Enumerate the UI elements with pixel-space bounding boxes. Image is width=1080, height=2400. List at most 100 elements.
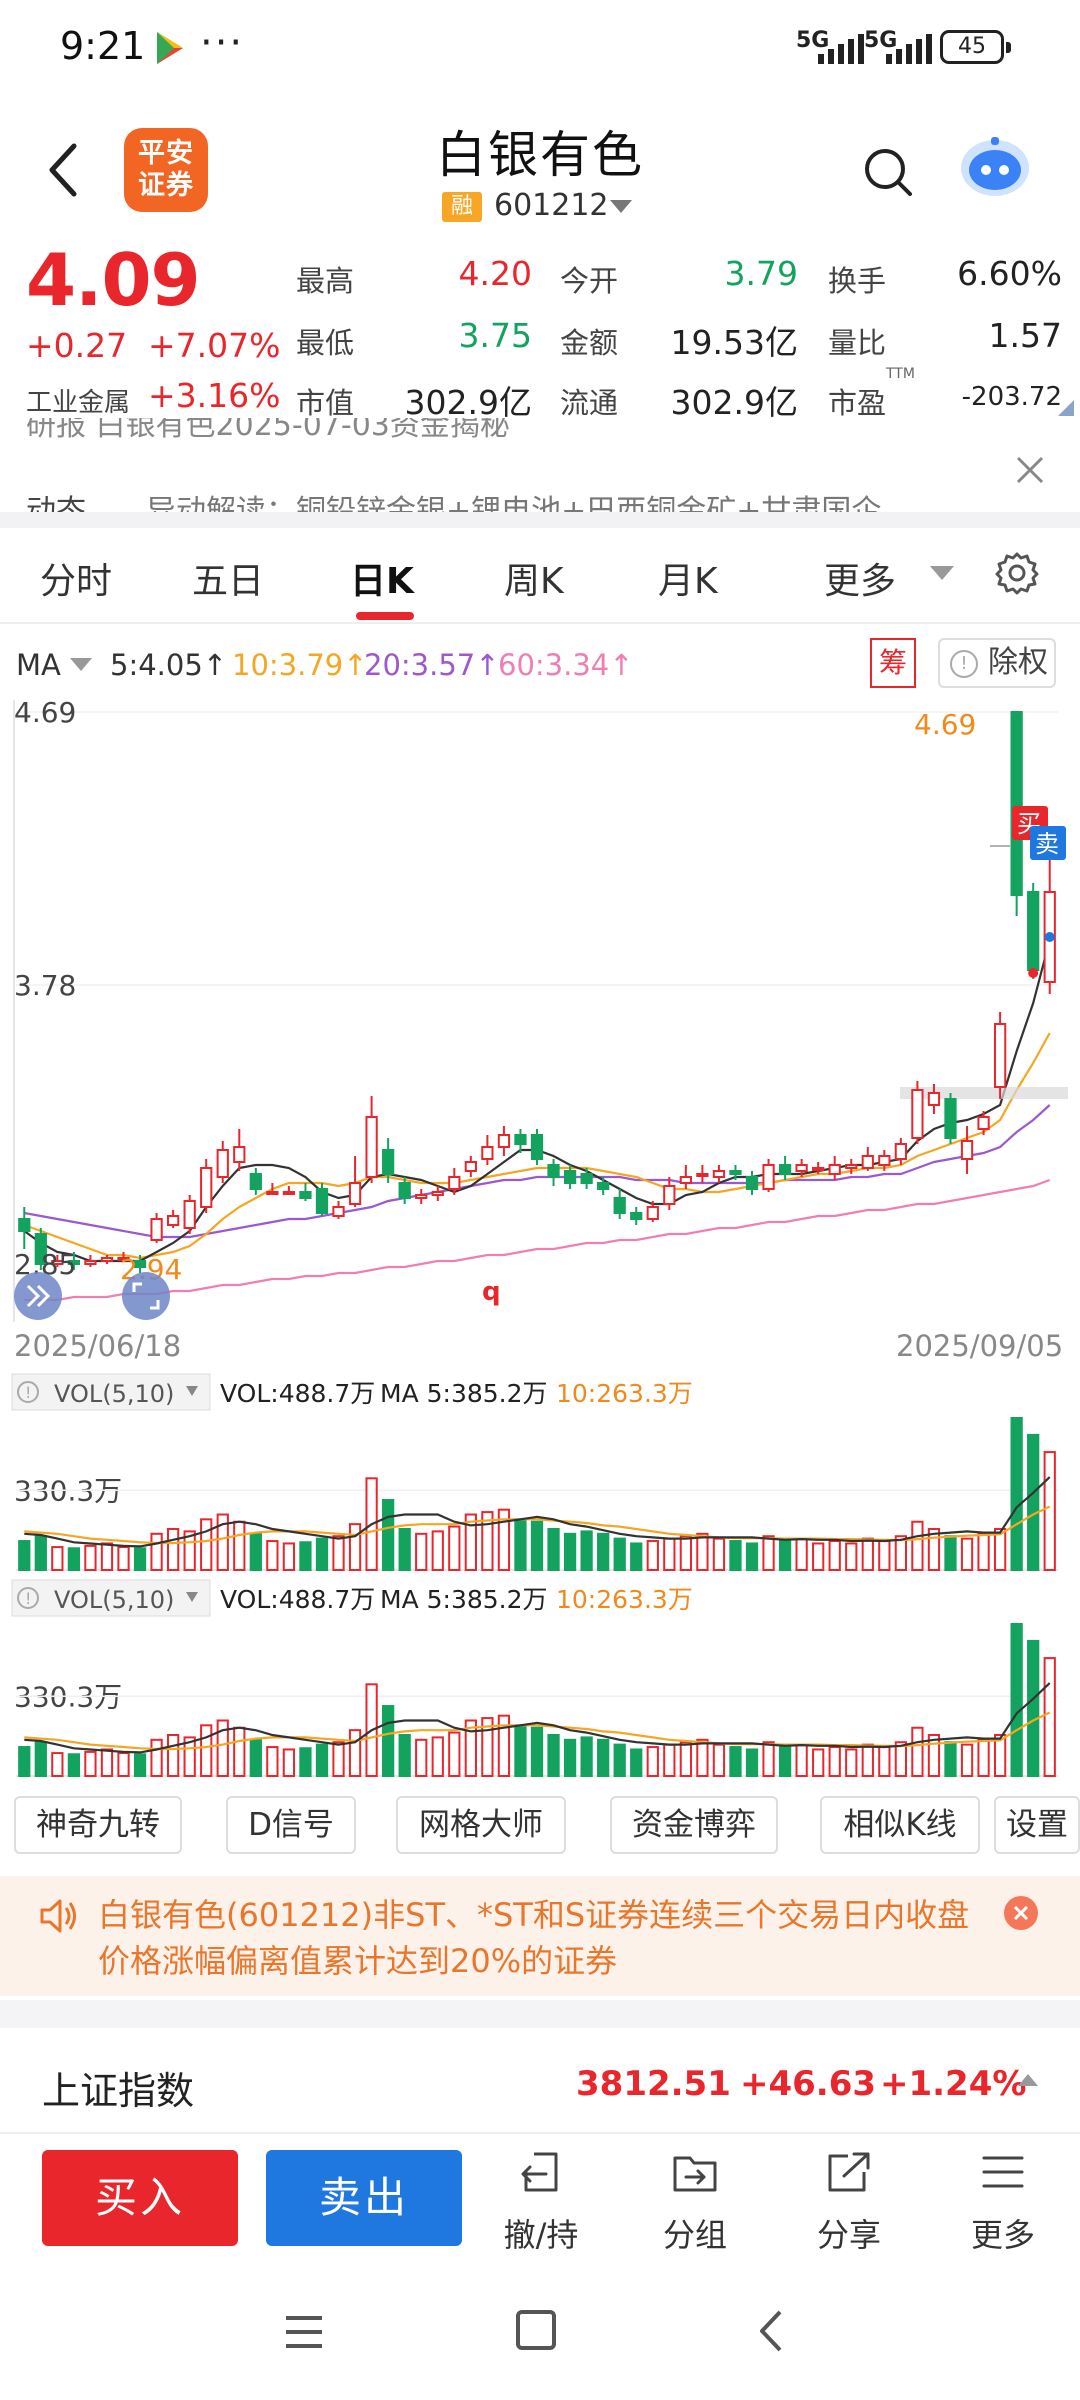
candle[interactable]: [828, 1164, 841, 1175]
candle[interactable]: [960, 1140, 974, 1160]
recent-apps-icon[interactable]: [282, 2312, 326, 2352]
candle[interactable]: [249, 1173, 262, 1190]
candle[interactable]: [299, 1191, 312, 1199]
candle[interactable]: [1027, 891, 1040, 971]
sell-button[interactable]: 卖出: [266, 2150, 462, 2246]
indicator-magic-nine[interactable]: 神奇九转: [14, 1796, 182, 1854]
candle[interactable]: [266, 1191, 279, 1195]
candle[interactable]: [150, 1218, 163, 1241]
expand-corner-icon[interactable]: [1058, 400, 1074, 416]
search-icon[interactable]: [862, 146, 914, 198]
candle[interactable]: [894, 1143, 908, 1160]
candle[interactable]: [696, 1173, 709, 1177]
candle[interactable]: [481, 1146, 494, 1160]
close-icon[interactable]: [1012, 452, 1048, 488]
ai-assistant-icon[interactable]: [958, 134, 1032, 200]
indicator-grid-master[interactable]: 网格大师: [396, 1796, 566, 1854]
index-name[interactable]: 上证指数: [42, 2069, 195, 2113]
candle[interactable]: [630, 1212, 643, 1220]
candle[interactable]: [348, 1182, 362, 1205]
candle[interactable]: [18, 1218, 31, 1232]
indicator-similar-k[interactable]: 相似K线: [820, 1796, 980, 1854]
chevron-down-icon[interactable]: [610, 200, 632, 213]
candle[interactable]: [580, 1173, 593, 1184]
chip-distribution-button[interactable]: 筹: [870, 638, 916, 688]
candle[interactable]: [530, 1134, 544, 1160]
vol-indicator-selector[interactable]: [11, 1373, 211, 1411]
candle[interactable]: [663, 1185, 676, 1205]
tab-five-day[interactable]: 五日: [192, 561, 265, 602]
candle[interactable]: [200, 1167, 213, 1208]
candle[interactable]: [563, 1170, 577, 1184]
candle[interactable]: [729, 1170, 742, 1175]
candle[interactable]: [927, 1092, 941, 1106]
candle[interactable]: [977, 1116, 990, 1130]
fullscreen-button[interactable]: [122, 1272, 170, 1320]
indicator-d-signal[interactable]: D信号: [226, 1796, 356, 1854]
candle[interactable]: [382, 1149, 395, 1175]
candle[interactable]: [464, 1161, 477, 1172]
back-icon[interactable]: [40, 140, 90, 200]
back-nav-icon[interactable]: [752, 2308, 792, 2354]
candle[interactable]: [398, 1182, 411, 1199]
candle[interactable]: [365, 1116, 378, 1178]
candle[interactable]: [911, 1089, 924, 1139]
tab-daily-k[interactable]: 日K: [350, 561, 414, 602]
share-button[interactable]: 分享: [794, 2150, 904, 2256]
candle[interactable]: [431, 1191, 444, 1196]
candle[interactable]: [993, 1023, 1007, 1088]
group-button[interactable]: 分组: [640, 2150, 750, 2256]
candle[interactable]: [812, 1167, 825, 1171]
industry-label[interactable]: 工业金属: [26, 388, 131, 418]
home-icon[interactable]: [516, 2310, 556, 2350]
chevron-down-icon[interactable]: [186, 1386, 198, 1396]
ex-rights-button[interactable]: ! 除权: [938, 638, 1056, 688]
candle[interactable]: [216, 1149, 229, 1178]
news-line-research[interactable]: 研报 白银有色2025-07-03资金揭秘: [26, 418, 1026, 442]
candle[interactable]: [183, 1200, 196, 1229]
candle[interactable]: [84, 1260, 97, 1265]
candle[interactable]: [861, 1155, 874, 1169]
candle[interactable]: [762, 1164, 775, 1190]
chevron-down-icon[interactable]: [930, 566, 954, 580]
candle[interactable]: [448, 1176, 461, 1190]
candle[interactable]: [845, 1164, 858, 1169]
candle[interactable]: [34, 1233, 47, 1265]
vol-indicator-selector[interactable]: [11, 1579, 211, 1617]
candle[interactable]: [133, 1260, 147, 1268]
close-icon[interactable]: [1004, 1896, 1038, 1930]
sell-marker[interactable]: [1030, 826, 1066, 860]
gear-icon[interactable]: [994, 550, 1040, 596]
cancel-hold-button[interactable]: 撤/持: [486, 2150, 596, 2256]
candle[interactable]: [1010, 711, 1023, 896]
stock-code[interactable]: 601212: [494, 188, 609, 223]
candle[interactable]: [795, 1164, 808, 1172]
tab-monthly-k[interactable]: 月K: [658, 561, 718, 602]
candle[interactable]: [514, 1134, 527, 1145]
candle[interactable]: [878, 1155, 891, 1166]
candle[interactable]: [100, 1257, 114, 1262]
candle[interactable]: [712, 1170, 726, 1178]
candle[interactable]: [497, 1134, 511, 1148]
candle[interactable]: [415, 1194, 428, 1199]
candle[interactable]: [778, 1164, 792, 1175]
risk-alert-banner[interactable]: [0, 1876, 1080, 1996]
candle[interactable]: [679, 1176, 692, 1184]
candle[interactable]: [944, 1098, 957, 1139]
candle[interactable]: [646, 1206, 659, 1220]
candle[interactable]: [166, 1215, 180, 1226]
industry-change[interactable]: +3.16%: [148, 376, 281, 415]
more-button[interactable]: 更多: [948, 2150, 1058, 2256]
indicator-fund-game[interactable]: 资金博弈: [610, 1796, 778, 1854]
candle[interactable]: [332, 1206, 345, 1217]
candle[interactable]: [51, 1260, 64, 1265]
candle[interactable]: [315, 1188, 329, 1214]
tab-weekly-k[interactable]: 周K: [504, 561, 564, 602]
indicator-settings[interactable]: 设置: [994, 1796, 1080, 1854]
candle[interactable]: [745, 1176, 759, 1190]
tab-intraday[interactable]: 分时: [40, 561, 113, 602]
candle[interactable]: [282, 1191, 296, 1195]
broker-logo[interactable]: 平安 证券: [124, 128, 208, 212]
tab-more[interactable]: 更多: [824, 561, 897, 602]
candle[interactable]: [233, 1146, 246, 1163]
